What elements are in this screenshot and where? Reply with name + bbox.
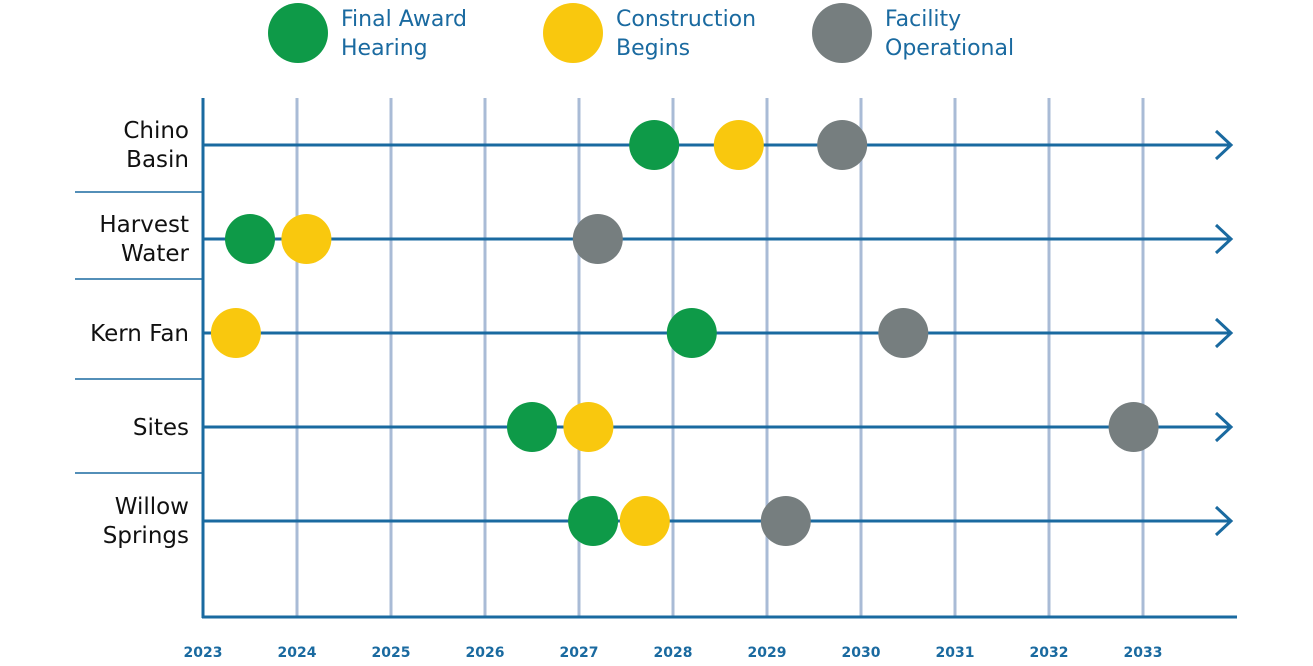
legend-label-line1: Facility xyxy=(885,7,961,32)
timeline-row: Sites $ xyxy=(133,402,1234,452)
icon-circle xyxy=(568,496,619,546)
icon-circle xyxy=(268,3,328,63)
row-label-line1: Willow xyxy=(115,494,189,520)
row-label-line1: Chino xyxy=(123,118,189,144)
arrow-head-icon xyxy=(1214,223,1234,255)
legend-item-award: $ Final Award Hearing xyxy=(268,3,467,63)
hard-hat-icon xyxy=(543,3,603,63)
icon-circle xyxy=(210,308,261,358)
event-marker-construction xyxy=(619,496,670,546)
row-label-line2: Basin xyxy=(126,147,189,173)
legend-label-line2: Operational xyxy=(885,36,1014,61)
x-tick-label: 2029 xyxy=(748,645,787,661)
event-marker-operational xyxy=(878,308,929,358)
legend-item-construction: Construction Begins xyxy=(543,3,756,63)
arrow-head-icon xyxy=(1214,505,1234,537)
icon-circle xyxy=(572,214,623,264)
event-marker-operational xyxy=(572,214,623,264)
event-marker-construction xyxy=(210,308,261,358)
handshake-dollar-icon: $ xyxy=(268,3,328,63)
event-marker-award: $ xyxy=(507,402,557,452)
legend-label-line2: Begins xyxy=(616,36,690,61)
x-tick-label: 2026 xyxy=(466,645,505,661)
icon-circle xyxy=(812,3,872,63)
x-tick-label: 2027 xyxy=(560,645,599,661)
event-marker-award: $ xyxy=(225,214,275,264)
x-tick-label: 2030 xyxy=(842,645,881,661)
timeline-row: Kern Fan $ xyxy=(90,308,1234,358)
row-label-line1: Harvest xyxy=(99,212,189,238)
icon-circle xyxy=(666,308,717,358)
x-tick-label: 2033 xyxy=(1124,645,1163,661)
row-label-line2: Water xyxy=(121,241,190,267)
arrow-head-icon xyxy=(1214,129,1234,161)
x-tick-label: 2031 xyxy=(936,645,975,661)
x-tick-label: 2025 xyxy=(372,645,411,661)
icon-circle xyxy=(507,402,557,452)
event-marker-award: $ xyxy=(666,308,717,358)
icon-circle xyxy=(225,214,275,264)
icon-circle xyxy=(1108,402,1159,452)
event-marker-operational xyxy=(1108,402,1159,452)
x-tick-label: 2032 xyxy=(1030,645,1069,661)
icon-circle xyxy=(878,308,929,358)
legend-item-operational: Facility Operational xyxy=(812,3,1014,63)
icon-circle xyxy=(619,496,670,546)
icon-circle xyxy=(281,214,332,264)
x-tick-label: 2023 xyxy=(184,645,223,661)
arrow-head-icon xyxy=(1214,411,1234,443)
row-label: Sites xyxy=(133,415,189,441)
event-marker-award: $ xyxy=(629,120,680,170)
x-tick-label: 2024 xyxy=(278,645,317,661)
legend-label-line1: Construction xyxy=(616,7,756,32)
icon-circle xyxy=(713,120,764,170)
event-marker-construction xyxy=(713,120,764,170)
row-label-line2: Springs xyxy=(103,523,189,549)
event-marker-operational xyxy=(760,496,811,546)
icon-circle xyxy=(629,120,680,170)
event-marker-construction xyxy=(563,402,614,452)
legend-label-line2: Hearing xyxy=(341,36,428,61)
icon-circle xyxy=(760,496,811,546)
water-faucet-icon xyxy=(812,3,872,63)
legend-label-line1: Final Award xyxy=(341,7,467,32)
arrow-head-icon xyxy=(1214,317,1234,349)
icon-circle xyxy=(817,120,868,170)
timeline-row: Willow Springs $ xyxy=(103,494,1234,549)
x-tick-label: 2028 xyxy=(654,645,693,661)
icon-circle xyxy=(543,3,603,63)
row-label: Kern Fan xyxy=(90,321,189,347)
timeline-row: Chino Basin $ xyxy=(123,118,1234,173)
event-marker-construction xyxy=(281,214,332,264)
timeline-row: Harvest Water $ xyxy=(99,212,1234,267)
icon-circle xyxy=(563,402,614,452)
event-marker-award: $ xyxy=(568,496,619,546)
event-marker-operational xyxy=(817,120,868,170)
